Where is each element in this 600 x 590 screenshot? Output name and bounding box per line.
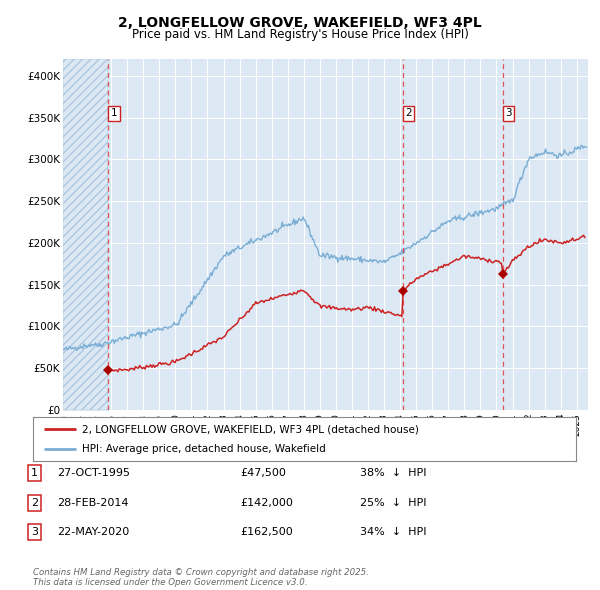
Text: £142,000: £142,000 (240, 498, 293, 507)
Text: 2: 2 (31, 498, 38, 507)
Text: Contains HM Land Registry data © Crown copyright and database right 2025.
This d: Contains HM Land Registry data © Crown c… (33, 568, 369, 587)
Text: 38%  ↓  HPI: 38% ↓ HPI (360, 468, 427, 478)
Text: 1: 1 (110, 109, 118, 119)
Text: Price paid vs. HM Land Registry's House Price Index (HPI): Price paid vs. HM Land Registry's House … (131, 28, 469, 41)
Text: HPI: Average price, detached house, Wakefield: HPI: Average price, detached house, Wake… (82, 444, 326, 454)
Text: 1: 1 (31, 468, 38, 478)
Text: 28-FEB-2014: 28-FEB-2014 (57, 498, 128, 507)
Text: 3: 3 (505, 109, 512, 119)
Text: 22-MAY-2020: 22-MAY-2020 (57, 527, 129, 537)
Text: £162,500: £162,500 (240, 527, 293, 537)
Text: 34%  ↓  HPI: 34% ↓ HPI (360, 527, 427, 537)
Text: 25%  ↓  HPI: 25% ↓ HPI (360, 498, 427, 507)
Text: 2: 2 (405, 109, 412, 119)
Text: 2, LONGFELLOW GROVE, WAKEFIELD, WF3 4PL: 2, LONGFELLOW GROVE, WAKEFIELD, WF3 4PL (118, 16, 482, 30)
Text: 3: 3 (31, 527, 38, 537)
Text: 27-OCT-1995: 27-OCT-1995 (57, 468, 130, 478)
Text: £47,500: £47,500 (240, 468, 286, 478)
Text: 2, LONGFELLOW GROVE, WAKEFIELD, WF3 4PL (detached house): 2, LONGFELLOW GROVE, WAKEFIELD, WF3 4PL … (82, 424, 419, 434)
